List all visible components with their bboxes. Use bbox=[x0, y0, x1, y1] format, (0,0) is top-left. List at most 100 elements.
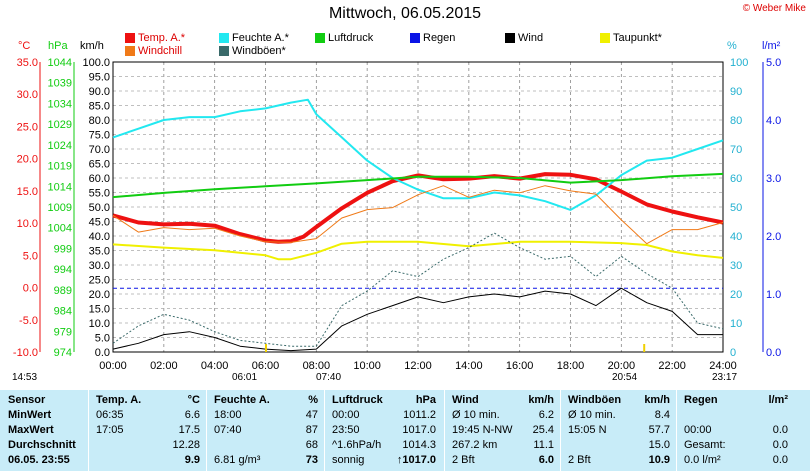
series-line-feuchte-a bbox=[112, 98, 724, 211]
table-divider bbox=[560, 390, 561, 471]
humidity-tick-label: 90 bbox=[730, 86, 742, 98]
wind-tick-label: 10.0 bbox=[89, 318, 110, 330]
legend-item: Windböen* bbox=[219, 45, 286, 57]
humidity-tick-label: 10 bbox=[730, 318, 742, 330]
pressure-tick-label: 1034 bbox=[48, 98, 72, 110]
table-header-humidity: Feuchte A. bbox=[214, 394, 270, 406]
table-cell-gust-value: 8.4 bbox=[654, 409, 670, 421]
table-cell-temp-time: 17:05 bbox=[96, 424, 124, 436]
table-cell-pressure-time: 23:50 bbox=[332, 424, 360, 436]
x-tick-label: 04:00 bbox=[201, 360, 229, 372]
table-cell-temp-value: 12.28 bbox=[172, 439, 200, 451]
rain-tick-label: 1.0 bbox=[766, 289, 781, 301]
table-header-wind: Wind bbox=[452, 394, 479, 406]
legend-swatch bbox=[410, 33, 420, 43]
wind-tick-label: 75.0 bbox=[89, 130, 110, 142]
table-cell-wind-value: 6.2 bbox=[538, 409, 554, 421]
table-cell-humidity-value: 68 bbox=[305, 439, 318, 451]
right-time-marker: 23:17 bbox=[712, 372, 738, 383]
sensor-table: Sensor Temp. A. °C Feuchte A.% Luftdruck hPa W… bbox=[0, 390, 810, 471]
table-cell-wind-label: Ø 10 min. bbox=[452, 409, 500, 421]
rain-tick-label: 2.0 bbox=[766, 231, 781, 243]
table-cell-wind-value: 25.4 bbox=[532, 424, 554, 436]
series bbox=[112, 98, 724, 352]
wind-tick-label: 85.0 bbox=[89, 101, 110, 113]
wind-unit-label: km/h bbox=[80, 40, 104, 52]
table-cell-temp-value: 6.6 bbox=[184, 409, 200, 421]
table-cell-humidity-value: 87 bbox=[305, 424, 318, 436]
x-tick-label: 16:00 bbox=[506, 360, 534, 372]
temp-tick-label: 0.0 bbox=[23, 283, 38, 295]
wind-tick-label: 55.0 bbox=[89, 188, 110, 200]
series-line-luftdruck bbox=[112, 172, 724, 199]
table-cell-gust-value: 15.0 bbox=[648, 439, 670, 451]
sunset-time: 20:54 bbox=[612, 372, 638, 383]
legend: Temp. A.* Feuchte A.* Luftdruck Regen Wind Ta… bbox=[0, 0, 810, 60]
legend-label: Wind bbox=[518, 32, 544, 44]
humidity-tick-label: 100 bbox=[730, 57, 748, 69]
wind-tick-label: 80.0 bbox=[89, 115, 110, 127]
table-cell-pressure-value: 1014.3 bbox=[402, 439, 436, 451]
x-tick-label: 12:00 bbox=[404, 360, 432, 372]
rain-tick-label: 5.0 bbox=[766, 57, 781, 69]
legend-item: Luftdruck bbox=[315, 32, 373, 44]
table-cell-pressure-value: 1017.0 bbox=[402, 424, 436, 436]
humidity-tick-label: 50 bbox=[730, 202, 742, 214]
table-cell-pressure-time: ^1.6hPa/h bbox=[332, 439, 382, 451]
series-line-wind bbox=[112, 287, 723, 352]
wind-tick-label: 35.0 bbox=[89, 246, 110, 258]
table-cell-wind-label: 19:45 N-NW bbox=[452, 424, 513, 436]
humidity-tick-label: 60 bbox=[730, 173, 742, 185]
x-tick-label: 08:00 bbox=[303, 360, 331, 372]
table-cell-wind-label: 2 Bft bbox=[452, 454, 475, 466]
legend-swatch bbox=[125, 33, 135, 43]
wind-tick-label: 95.0 bbox=[89, 72, 110, 84]
table-cell-pressure-value: 1011.2 bbox=[403, 409, 436, 421]
table-divider bbox=[206, 390, 207, 471]
table-cell-gust-value: 57.7 bbox=[648, 424, 670, 436]
copyright-label: © Weber Mike bbox=[742, 3, 806, 14]
pressure-tick-label: 984 bbox=[54, 306, 72, 318]
weather-chart: 35.0 30.0 25.0 20.0 15.0 10.0 5.0 0.0 -5.0 -10.0 1… bbox=[13, 57, 781, 372]
temp-unit-label: °C bbox=[18, 40, 31, 52]
legend-item: Regen bbox=[410, 32, 455, 44]
temp-tick-label: -5.0 bbox=[19, 315, 38, 327]
wind-tick-label: 60.0 bbox=[89, 173, 110, 185]
x-tick-label: 24:00 bbox=[709, 360, 737, 372]
x-tick-label: 06:00 bbox=[252, 360, 280, 372]
legend-label: Regen bbox=[423, 32, 456, 44]
legend-swatch bbox=[600, 33, 610, 43]
x-tick-label: 10:00 bbox=[353, 360, 381, 372]
table-divider bbox=[444, 390, 445, 471]
table-cell-rain-label: 0.0 l/m² bbox=[684, 454, 721, 466]
table-cell-gust-label: 15:05 N bbox=[568, 424, 607, 436]
table-cell-rain-value: 0.0 bbox=[772, 439, 788, 451]
table-header-gust: Windböen bbox=[568, 394, 622, 406]
humidity-tick-label: 20 bbox=[730, 289, 742, 301]
table-divider bbox=[88, 390, 89, 471]
table-cell-pressure-time: 00:00 bbox=[332, 409, 360, 421]
legend-label: Windböen* bbox=[232, 45, 286, 57]
wind-tick-label: 20.0 bbox=[89, 289, 110, 301]
table-cell-humidity-value: 47 bbox=[305, 409, 318, 421]
legend-item: Feuchte A.* bbox=[219, 32, 289, 44]
table-row-label: MinWert bbox=[8, 409, 52, 421]
table-cell-pressure-value: ↑1017.0 bbox=[396, 454, 436, 466]
table-row-label: 06.05. 23:55 bbox=[8, 454, 70, 466]
table-cell-humidity-time: 6.81 g/m³ bbox=[214, 454, 261, 466]
legend-swatch bbox=[505, 33, 515, 43]
pressure-tick-label: 1009 bbox=[48, 202, 72, 214]
table-cell-rain-label: 00:00 bbox=[684, 424, 712, 436]
table-row-label: MaxWert bbox=[8, 424, 54, 436]
humidity-tick-label: 80 bbox=[730, 115, 742, 127]
wind-tick-label: 50.0 bbox=[89, 202, 110, 214]
pressure-tick-label: 1004 bbox=[48, 223, 72, 235]
x-tick-label: 20:00 bbox=[608, 360, 636, 372]
temp-tick-label: 20.0 bbox=[17, 154, 38, 166]
pressure-tick-label: 974 bbox=[54, 347, 72, 359]
temp-tick-label: -10.0 bbox=[13, 347, 38, 359]
legend-item: Taupunkt* bbox=[600, 32, 662, 44]
table-header-rain: Regen bbox=[684, 394, 718, 406]
pressure-tick-label: 1014 bbox=[48, 181, 72, 193]
table-cell-wind-label: 267.2 km bbox=[452, 439, 498, 451]
